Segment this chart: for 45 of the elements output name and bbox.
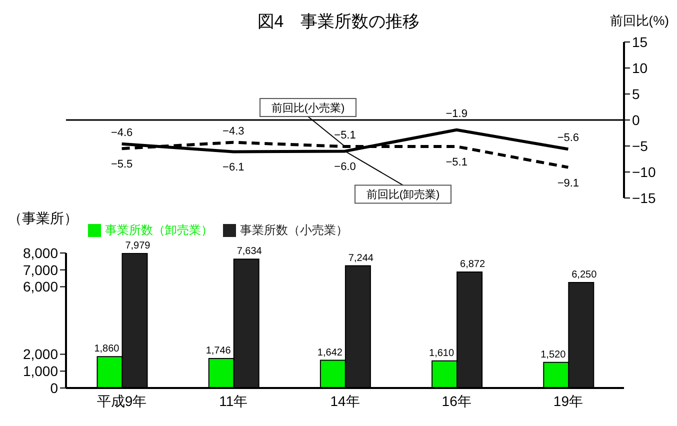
data-label: 7,634	[236, 246, 262, 258]
y-tick-label: −15	[632, 190, 656, 206]
y-axis-title: 前回比(%)	[610, 12, 669, 30]
x-tick-label: 19年	[553, 392, 583, 409]
x-tick-label: 14年	[330, 392, 360, 409]
x-tick-label: 16年	[442, 392, 472, 409]
data-label: 1,642	[317, 347, 343, 358]
legend-label: 事業所数（卸売業）	[105, 223, 213, 237]
y-tick-label: 0	[50, 380, 58, 396]
data-label: −4.3	[222, 125, 244, 138]
legend-label: 事業所数（小売業）	[240, 223, 348, 237]
data-label: 7,244	[348, 252, 374, 264]
data-label: 1,610	[429, 348, 454, 359]
data-label: −5.6	[557, 132, 580, 144]
data-label: 6,250	[572, 270, 598, 281]
text: 前回比(小売業)	[271, 102, 345, 115]
x-tick-label: 11年	[219, 392, 248, 409]
data-label: −6.1	[222, 162, 244, 174]
data-label: −4.6	[110, 126, 133, 139]
data-label: 1,746	[206, 346, 232, 357]
data-label: −6.0	[334, 161, 356, 174]
y-tick-label: 15	[632, 34, 648, 50]
data-label: −9.1	[557, 177, 580, 190]
y-tick-label: 1,000	[22, 363, 58, 380]
data-label: −5.1	[446, 156, 468, 169]
y-tick-label: 6,000	[22, 278, 58, 295]
y-tick-label: 8,000	[22, 244, 58, 261]
data-label: −5.1	[334, 130, 356, 142]
y-tick-label: 0	[632, 112, 640, 128]
data-label: −1.9	[446, 108, 468, 120]
data-label: 1,860	[94, 344, 120, 355]
y-tick-label: 5	[632, 86, 640, 102]
text: 前回比(卸売業)	[366, 188, 440, 202]
y-axis-title: （事業所）	[8, 210, 78, 228]
y-tick-label: −10	[632, 164, 656, 180]
data-label: 7,979	[125, 240, 151, 252]
chart-title: 図4 事業所数の推移	[257, 12, 420, 31]
data-label: 1,520	[540, 349, 566, 360]
y-tick-label: −5	[632, 138, 648, 154]
data-label: 6,872	[460, 259, 486, 270]
x-tick-label: 平成9年	[96, 392, 147, 409]
data-label: −5.5	[110, 158, 133, 171]
y-tick-label: 7,000	[22, 262, 58, 278]
y-tick-label: 10	[632, 60, 648, 76]
y-tick-label: 2,000	[22, 346, 58, 362]
